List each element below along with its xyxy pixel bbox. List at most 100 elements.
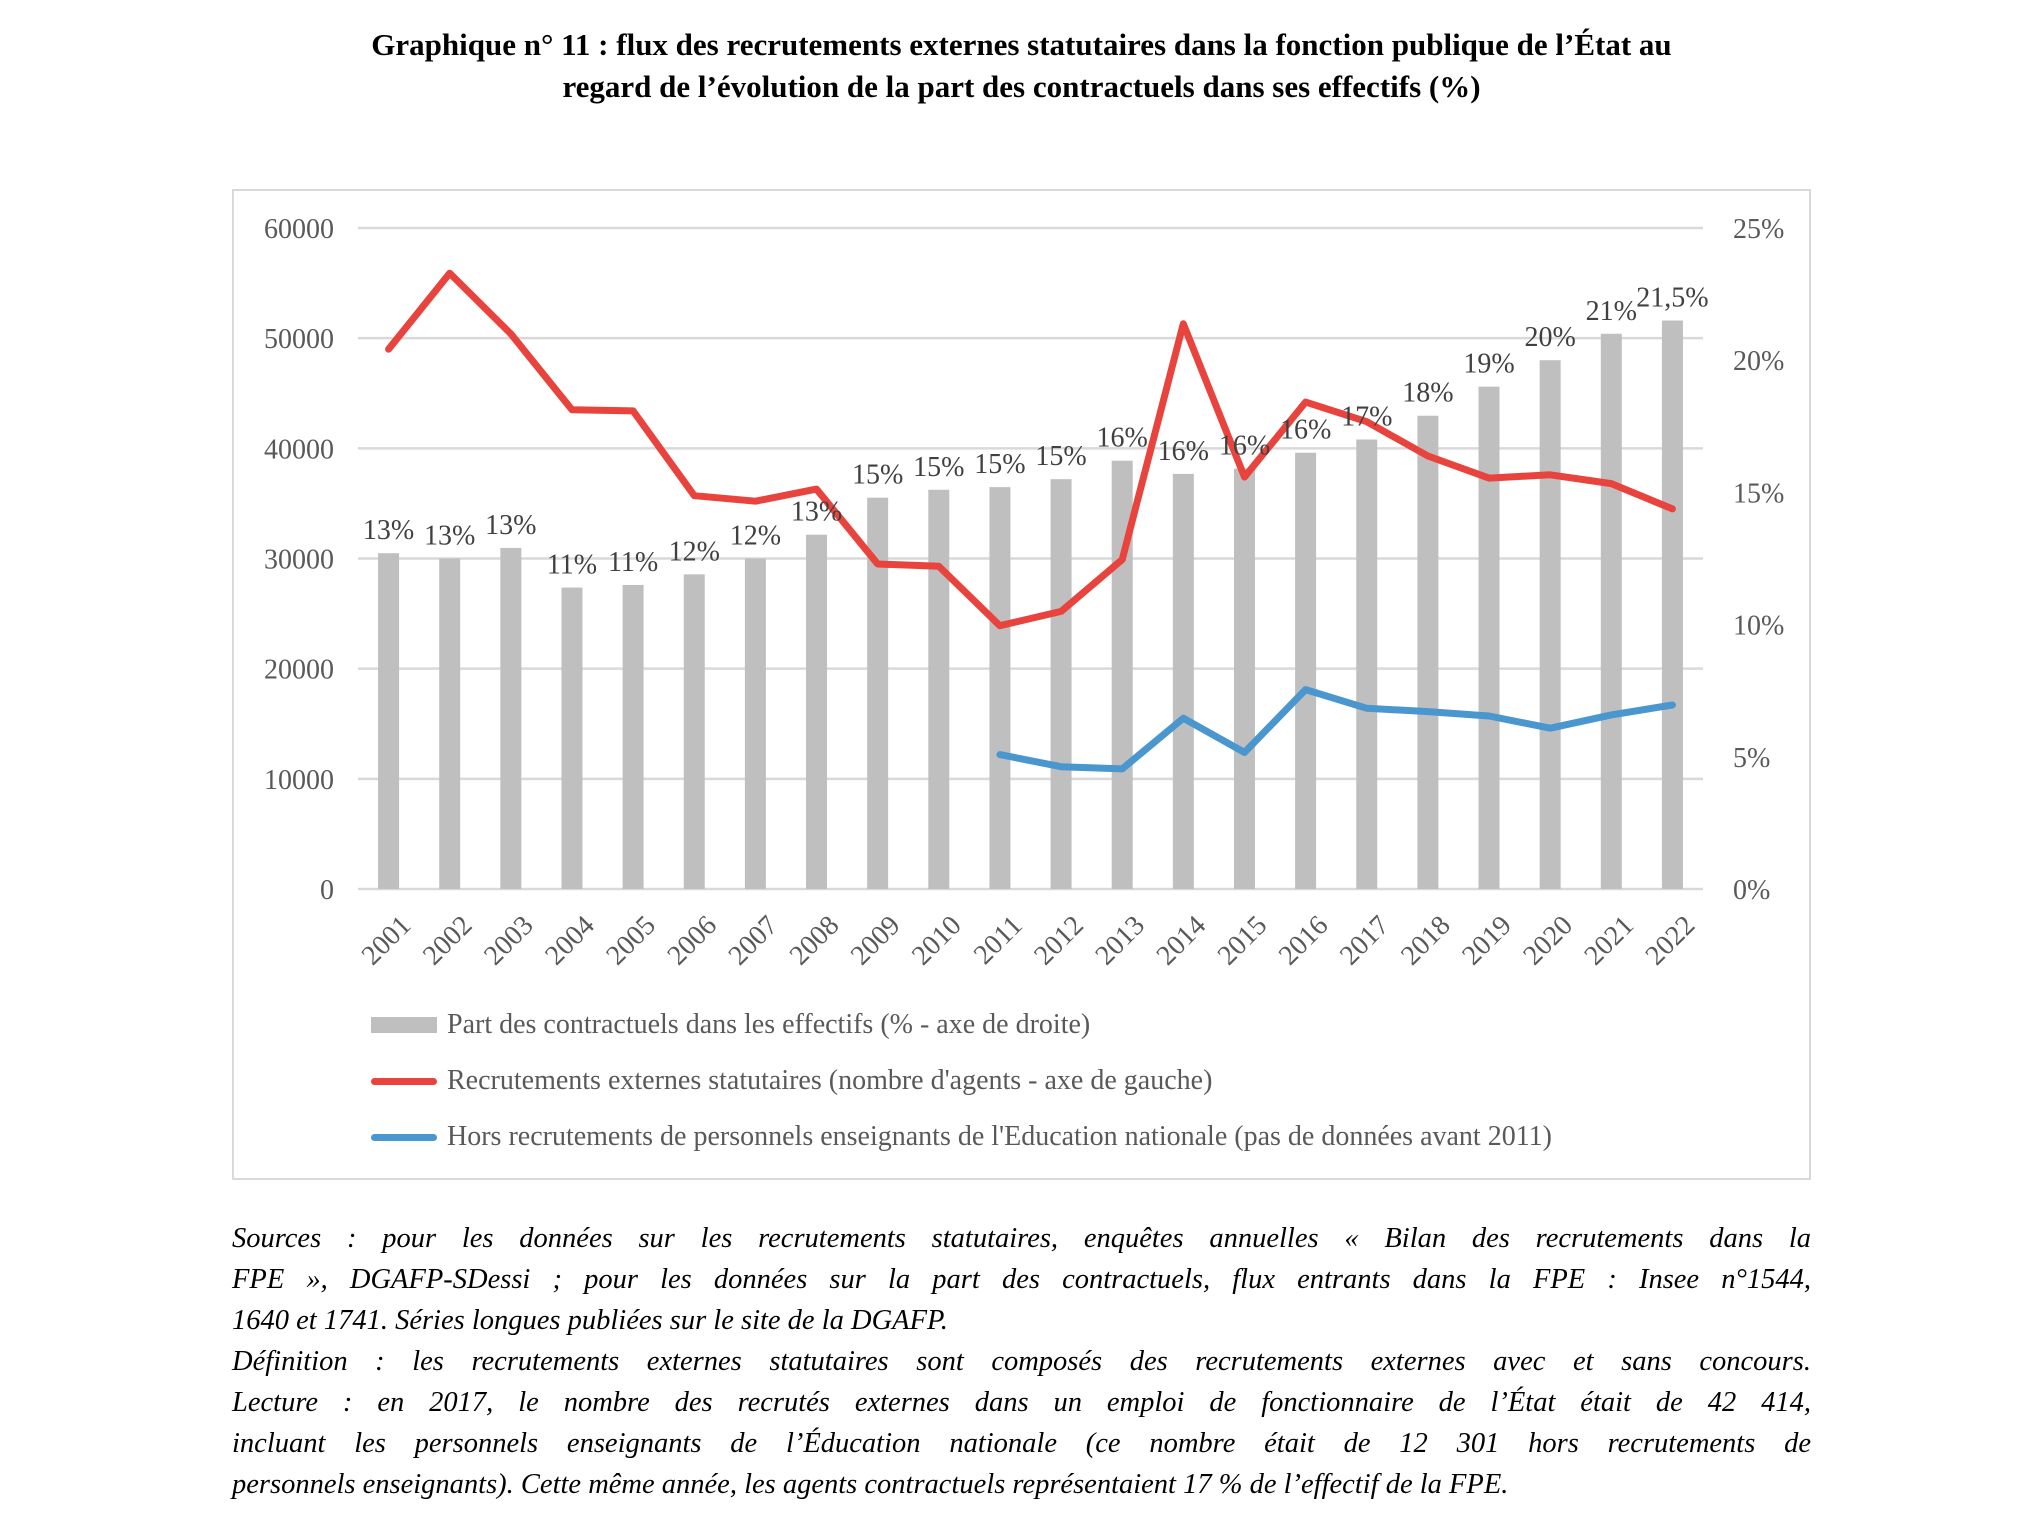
x-axis-tick-label: 2016	[1273, 910, 1335, 972]
right-axis-tick-label: 10%	[1733, 611, 1784, 642]
notes-sources-line-1: Sources : pour les données sur les recru…	[232, 1223, 1811, 1254]
right-axis-tick-label: 15%	[1733, 478, 1784, 509]
x-axis-tick-label: 2009	[845, 910, 907, 972]
legend-red-line-swatch-icon	[371, 1077, 437, 1085]
bars-contractuels	[378, 320, 1683, 889]
bar-data-label: 11%	[547, 550, 597, 581]
left-axis-tick-label: 10000	[264, 765, 334, 796]
recrutements-line	[385, 269, 1676, 630]
combo-chart: 13% 13% 13% 11% 11% 12% 12% 13% 15% 15% 15% 15% 16% 1…	[264, 214, 1784, 972]
bar-data-label: 19%	[1463, 349, 1514, 380]
bar-data-label: 21,5%	[1636, 283, 1708, 314]
x-axis-tick-label: 2010	[906, 910, 968, 972]
bar-2003	[500, 547, 522, 889]
bar-data-label: 12%	[669, 536, 720, 567]
x-axis-tick-label: 2019	[1456, 910, 1518, 972]
notes-sources-line-3: 1640 et 1741. Séries longues publiées su…	[232, 1305, 948, 1336]
x-axis-tick-label: 2018	[1395, 910, 1457, 972]
right-axis-tick-label: 20%	[1733, 346, 1784, 377]
x-axis-tick-label: 2015	[1212, 910, 1274, 972]
bar-data-label: 15%	[852, 460, 903, 491]
legend-item-bars: Part des contractuels dans les effectifs…	[371, 1005, 1090, 1045]
x-axis-tick-label: 2006	[662, 910, 724, 972]
x-axis-tick-label: 2014	[1151, 910, 1213, 972]
bar-2020	[1539, 360, 1561, 889]
right-axis-tick-label: 0%	[1733, 875, 1770, 906]
bar-data-label: 13%	[791, 497, 842, 528]
x-axis-tick-label: 2020	[1517, 910, 1579, 972]
x-axis-tick-label: 2017	[1334, 910, 1396, 972]
bar-2006	[683, 574, 705, 889]
legend-bar-swatch-icon	[371, 1017, 437, 1033]
x-axis-tick-label: 2001	[356, 910, 418, 972]
bar-data-label: 17%	[1341, 402, 1392, 433]
legend-item-blue-line: Hors recrutements de personnels enseigna…	[371, 1117, 1552, 1157]
x-axis-tick-label: 2012	[1028, 910, 1090, 972]
chart-notes: Sources : pour les données sur les recru…	[232, 1218, 1811, 1505]
bar-2004	[561, 587, 583, 889]
bar-data-label: 11%	[608, 547, 658, 578]
x-axis-tick-label: 2003	[478, 910, 540, 972]
x-axis-tick-label: 2013	[1089, 910, 1151, 972]
bar-2005	[622, 584, 644, 889]
x-axis-tick-label: 2008	[784, 910, 846, 972]
bar-2021	[1600, 333, 1622, 889]
bar-2022	[1661, 320, 1683, 889]
chart-title-line-1: Graphique n° 11 : flux des recrutements …	[371, 27, 1672, 62]
bar-2007	[744, 558, 766, 889]
bar-data-label: 16%	[1219, 431, 1270, 462]
bar-data-label: 16%	[1097, 423, 1148, 454]
bar-data-label: 12%	[730, 521, 781, 552]
bar-data-label: 21%	[1586, 296, 1637, 327]
bar-data-label: 16%	[1280, 415, 1331, 446]
x-axis-tick-label: 2005	[600, 910, 662, 972]
x-axis-tick-label: 2004	[539, 910, 601, 972]
chart-frame	[232, 189, 1811, 1180]
left-axis-tick-label: 30000	[264, 545, 334, 576]
bar-2017	[1356, 439, 1378, 889]
bar-data-label: 15%	[1035, 441, 1086, 472]
left-axis-tick-label: 50000	[264, 324, 334, 355]
notes-lecture-line-3: personnels enseignants). Cette même anné…	[232, 1469, 1509, 1500]
bar-2001	[378, 553, 400, 889]
bar-data-label: 13%	[363, 515, 414, 546]
bar-2011	[989, 487, 1011, 889]
bar-2002	[439, 558, 461, 889]
chart-title-line-2: regard de l’évolution de la part des con…	[562, 69, 1481, 104]
legend-label: Part des contractuels dans les effectifs…	[447, 1009, 1091, 1040]
legend-item-red-line: Recrutements externes statutaires (nombr…	[371, 1061, 1212, 1101]
bar-data-label: 13%	[485, 510, 536, 541]
bar-data-label: 20%	[1524, 322, 1575, 353]
bar-2012	[1050, 479, 1072, 889]
bar-data-labels: 13% 13% 13% 11% 11% 12% 12% 13% 15% 15% 15% 15% 16% 1…	[363, 283, 1709, 581]
notes-sources-line-2: FPE », DGAFP-SDessi ; pour les données s…	[232, 1264, 1811, 1295]
left-axis-tick-label: 40000	[264, 434, 334, 465]
right-axis-tick-label: 25%	[1733, 214, 1784, 245]
hors-enseignants-line	[996, 686, 1676, 773]
bar-2018	[1417, 415, 1439, 889]
bar-2008	[806, 534, 828, 889]
legend-label: Recrutements externes statutaires (nombr…	[447, 1065, 1213, 1096]
x-axis-tick-label: 2021	[1579, 910, 1641, 972]
left-axis-tick-label: 20000	[264, 655, 334, 686]
bar-data-label: 15%	[974, 449, 1025, 480]
left-axis-tick-label: 60000	[264, 214, 334, 245]
x-axis-tick-label: 2011	[968, 910, 1029, 971]
bar-2016	[1295, 452, 1317, 889]
x-axis-tick-label: 2022	[1640, 910, 1702, 972]
left-axis-tick-label: 0	[320, 875, 334, 906]
bar-2010	[928, 489, 950, 889]
bar-2015	[1233, 468, 1255, 889]
bar-2019	[1478, 386, 1500, 889]
bar-data-label: 15%	[913, 452, 964, 483]
x-axis-tick-label: 2002	[417, 910, 479, 972]
chart-title: Graphique n° 11 : flux des recrutements …	[0, 24, 2043, 108]
bar-2014	[1172, 473, 1194, 889]
bar-data-label: 13%	[424, 521, 475, 552]
notes-definition: Définition : les recrutements externes s…	[232, 1346, 1811, 1377]
bar-data-label: 18%	[1402, 378, 1453, 409]
legend-label: Hors recrutements de personnels enseigna…	[447, 1121, 1552, 1152]
bar-2009	[867, 497, 889, 889]
line-series	[385, 269, 1676, 773]
x-axis-tick-label: 2007	[723, 910, 785, 972]
